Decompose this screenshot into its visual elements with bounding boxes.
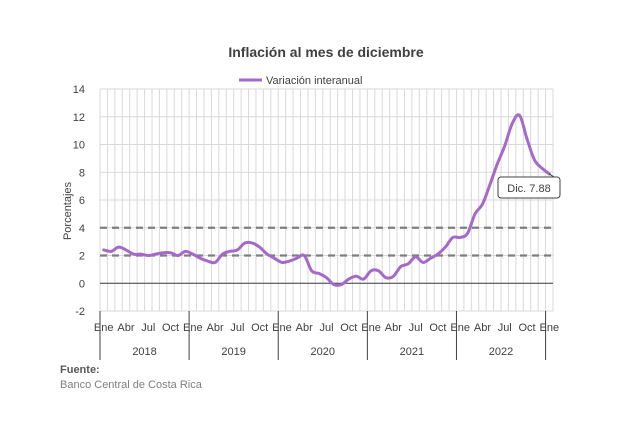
x-tick-label: Jul [498,322,512,334]
x-tick-label: Ene [539,322,559,334]
x-tick-label: Oct [518,322,535,334]
annotation-box [497,176,561,199]
source-text: Banco Central de Costa Rica [60,379,202,391]
y-axis-label: Porcentajes [62,181,74,240]
year-label: 2021 [400,346,424,358]
x-tick-label: Oct [251,322,268,334]
year-label: 2019 [221,346,245,358]
x-tick-label: Jul [319,322,333,334]
x-tick-label: Oct [340,322,357,334]
annotation-label: Dic. 7.88 [507,183,550,195]
x-tick-label: Ene [450,322,470,334]
x-tick-label: Ene [361,322,381,334]
y-tick-label: -2 [75,306,85,318]
x-tick-label: Abr [296,322,313,334]
x-tick-label: Ene [183,322,203,334]
chart-title: Inflación al mes de diciembre [228,44,424,60]
legend: Variación interanual [239,75,362,87]
x-tick-label: Jul [230,322,244,334]
y-tick-label: 8 [79,167,85,179]
year-label: 2022 [489,346,513,358]
x-tick-label: Ene [272,322,292,334]
year-label: 2020 [311,346,335,358]
year-label: 2018 [132,346,156,358]
y-tick-label: 2 [79,251,85,263]
x-tick-label: Abr [474,322,491,334]
x-tick-label: Jul [409,322,423,334]
x-tick-label: Ene [94,322,114,334]
x-tick-label: Abr [207,322,224,334]
x-tick-label: Jul [141,322,155,334]
x-tick-label: Abr [117,322,134,334]
x-tick-label: Oct [429,322,446,334]
x-tick-label: Oct [162,322,179,334]
source-label: Fuente: [60,364,100,376]
x-tick-label: Abr [385,322,402,334]
y-tick-label: 12 [73,112,85,124]
y-tick-label: 4 [79,223,85,235]
series-line [102,113,551,287]
y-tick-label: 6 [79,195,85,207]
y-tick-label: 10 [73,140,85,152]
y-tick-label: 14 [73,84,85,96]
y-tick-label: 0 [79,278,85,290]
legend-label: Variación interanual [266,75,362,87]
